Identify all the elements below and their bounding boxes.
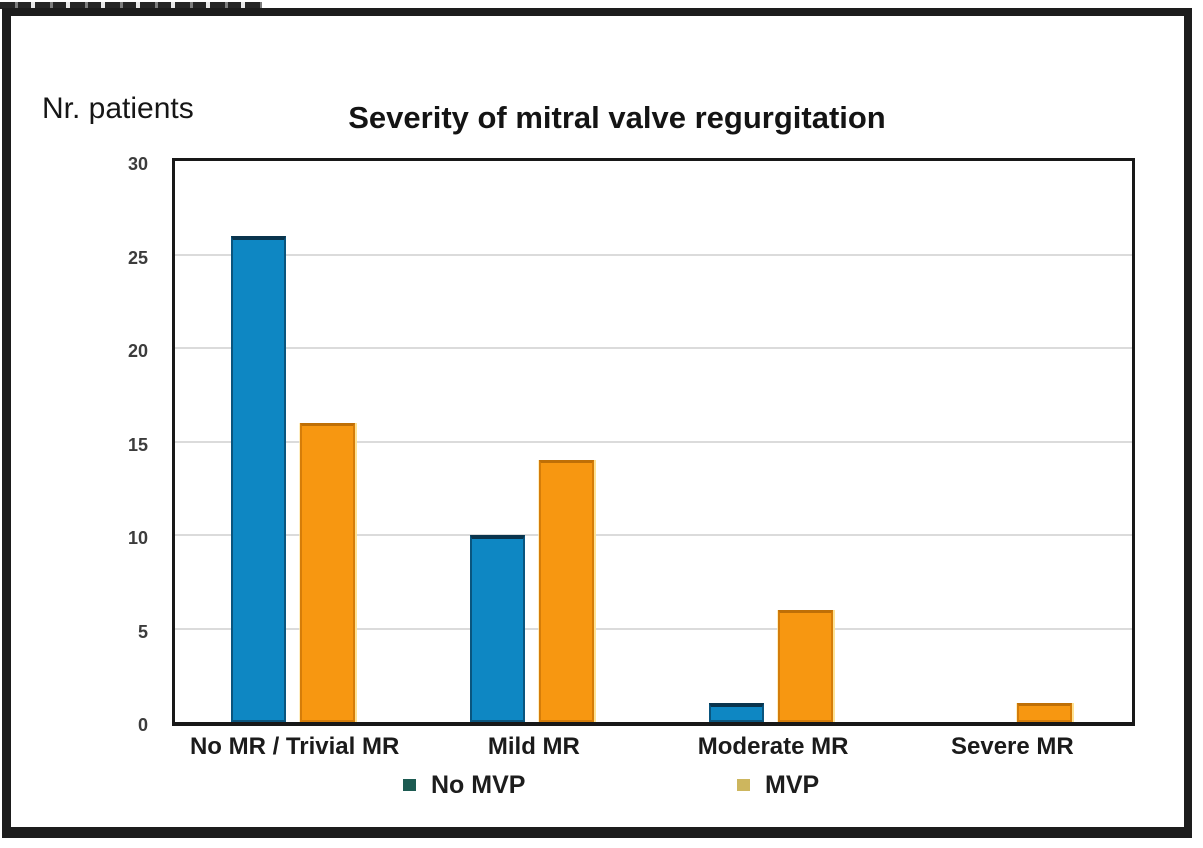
y-tick-label: 20 [127, 341, 148, 361]
legend-marker-mvp-icon [737, 779, 750, 791]
scan-artifact-top-left [0, 2, 262, 9]
legend-item-no-mvp: No MVP [403, 770, 525, 800]
gridline [175, 534, 1132, 536]
legend: No MVP MVP [175, 770, 1132, 806]
gridline [175, 253, 1132, 256]
y-tick-label: 15 [127, 434, 148, 455]
y-tick-label: 10 [127, 528, 148, 548]
category-label-moderate-mr: Moderate MR [697, 733, 849, 760]
y-tick-label: 5 [137, 621, 148, 642]
chart-title: Severity of mitral valve regurgitation [348, 100, 886, 135]
bar-mvp-no-mr-trivial-mr [299, 422, 355, 722]
legend-label-no-mvp: No MVP [431, 770, 526, 799]
bar-no-mvp-moderate-mr [709, 703, 765, 722]
y-tick-label: 25 [127, 247, 148, 268]
x-axis-labels: No MR / Trivial MR Mild MR Moderate MR Seve… [175, 733, 1132, 765]
legend-label-mvp: MVP [765, 770, 820, 799]
y-axis-ticks: 0 5 10 15 20 25 30 [96, 154, 156, 735]
legend-item-mvp: MVP [737, 770, 819, 800]
legend-marker-no-mvp-icon [403, 779, 416, 791]
bar-mvp-moderate-mr [778, 609, 834, 722]
bar-no-mvp-mild-mr [469, 535, 525, 722]
bar-mvp-severe-mr [1017, 703, 1073, 722]
plot-area [172, 158, 1135, 726]
y-tick-label: 30 [127, 154, 148, 174]
gridline [175, 347, 1132, 349]
gridline [175, 440, 1132, 443]
category-label-severe-mr: Severe MR [951, 733, 1074, 760]
category-label-no-mr-trivial-mr: No MR / Trivial MR [189, 733, 400, 760]
gridline [175, 627, 1132, 630]
y-axis-title: Nr. patients [42, 92, 194, 125]
category-label-mild-mr: Mild MR [487, 733, 580, 760]
outer-border-frame [2, 8, 1192, 838]
bar-no-mvp-no-mr-trivial-mr [230, 235, 286, 722]
bar-mvp-mild-mr [538, 460, 594, 722]
y-tick-label: 0 [137, 715, 148, 735]
